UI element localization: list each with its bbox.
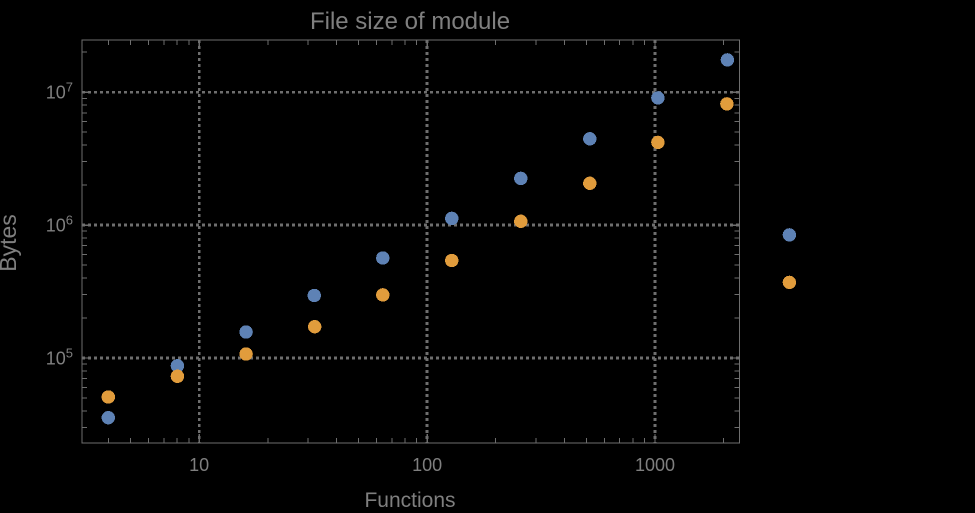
svg-text:1000: 1000: [635, 455, 675, 475]
svg-text:100: 100: [412, 455, 442, 475]
svg-text:Bytes: Bytes: [0, 214, 21, 272]
svg-text:10: 10: [189, 455, 209, 475]
svg-text:File size of module: File size of module: [310, 8, 510, 35]
svg-text:Functions: Functions: [364, 489, 455, 512]
